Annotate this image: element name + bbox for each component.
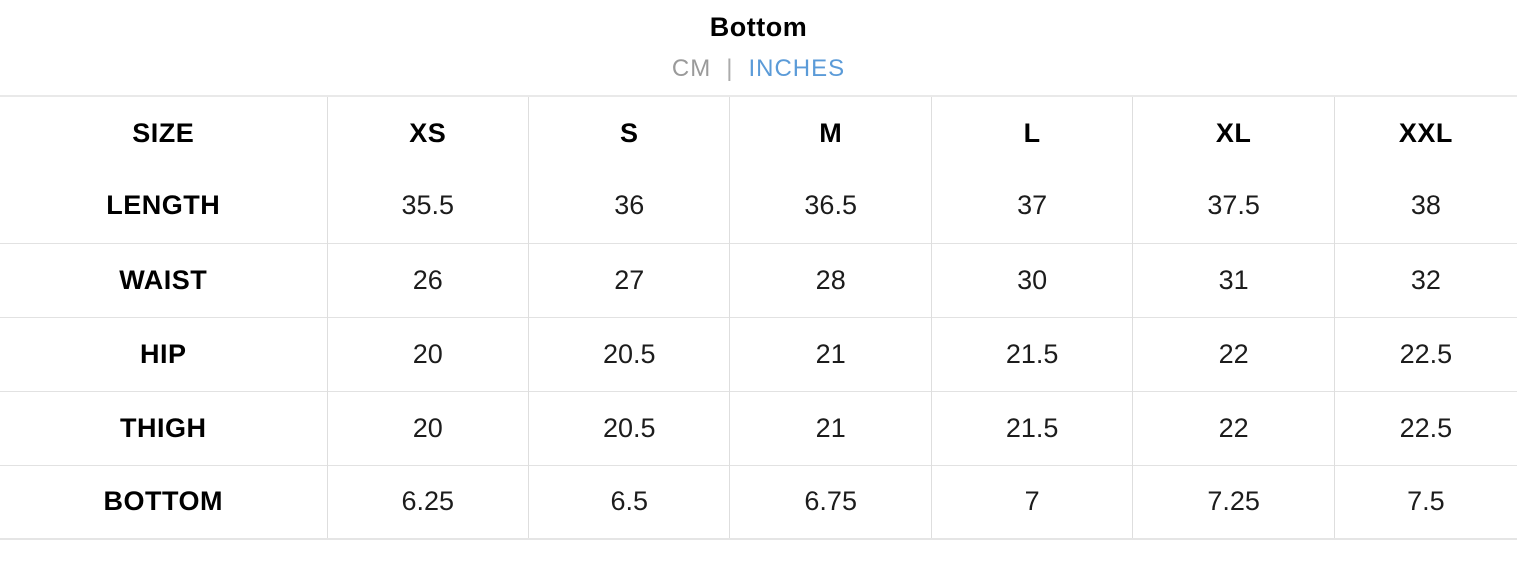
table-cell: 21 (729, 391, 932, 465)
column-header-s: S (528, 96, 730, 169)
row-label-waist: WAIST (119, 264, 208, 295)
table-cell: 22 (1132, 317, 1335, 391)
table-cell: 7.25 (1132, 465, 1335, 539)
table-cell: 6.5 (528, 465, 730, 539)
table-cell: 22 (1132, 391, 1335, 465)
table-cell: 20.5 (528, 391, 730, 465)
table-cell: 35.5 (326, 169, 529, 243)
table-cell: 7 (930, 465, 1133, 539)
table-row: LENGTH 35.5 36 36.5 37 37.5 38 (0, 169, 1517, 243)
page-title: Bottom (709, 12, 808, 42)
table-cell: 21.5 (930, 391, 1133, 465)
column-header-m: M (729, 96, 932, 169)
table-cell: 36 (528, 169, 730, 243)
table-cell: 32 (1333, 243, 1517, 317)
unit-toggle: CM | INCHES (0, 55, 1517, 83)
size-table-head-row: SIZE XS S M L XL XXL (0, 96, 1517, 169)
table-cell: 20.5 (528, 317, 730, 391)
unit-option-inches[interactable]: INCHES (748, 55, 846, 82)
column-header-xs: XS (326, 96, 529, 169)
table-cell: 6.25 (326, 465, 529, 539)
table-cell: 38 (1333, 169, 1517, 243)
table-cell: 21 (729, 317, 932, 391)
table-cell: 27 (528, 243, 730, 317)
table-cell: 7.5 (1333, 465, 1517, 539)
size-table-body: LENGTH 35.5 36 36.5 37 37.5 38 WAIST 26 27 28 30 31 3… (0, 169, 1517, 539)
column-header-xl: XL (1132, 96, 1335, 169)
unit-option-cm[interactable]: CM (671, 55, 712, 82)
column-header-size: SIZE (132, 117, 195, 148)
table-cell: 28 (729, 243, 932, 317)
table-cell: 20 (326, 391, 529, 465)
unit-toggle-divider: | (726, 55, 734, 82)
row-label-hip: HIP (140, 338, 187, 369)
table-row: BOTTOM 6.25 6.5 6.75 7 7.25 7.5 (0, 465, 1517, 539)
table-cell: 31 (1132, 243, 1335, 317)
column-header-l: L (930, 96, 1133, 169)
table-cell: 36.5 (729, 169, 932, 243)
row-label-bottom: BOTTOM (103, 486, 224, 517)
table-row: HIP 20 20.5 21 21.5 22 22.5 (0, 317, 1517, 391)
column-header-xxl: XXL (1333, 96, 1517, 169)
table-cell: 6.75 (729, 465, 932, 539)
table-cell: 22.5 (1333, 317, 1517, 391)
table-cell: 37 (930, 169, 1133, 243)
row-label-thigh: THIGH (120, 412, 207, 443)
table-cell: 20 (326, 317, 529, 391)
chart-header: Bottom CM | INCHES (0, 0, 1517, 95)
table-cell: 30 (930, 243, 1133, 317)
table-cell: 22.5 (1333, 391, 1517, 465)
size-chart-table: SIZE XS S M L XL XXL LENGTH 35.5 36 36.5 37 37.5 38 W… (0, 95, 1517, 540)
table-cell: 21.5 (930, 317, 1133, 391)
table-cell: 37.5 (1132, 169, 1335, 243)
row-label-length: LENGTH (106, 190, 221, 221)
table-cell: 26 (326, 243, 529, 317)
table-row: WAIST 26 27 28 30 31 32 (0, 243, 1517, 317)
table-row: THIGH 20 20.5 21 21.5 22 22.5 (0, 391, 1517, 465)
